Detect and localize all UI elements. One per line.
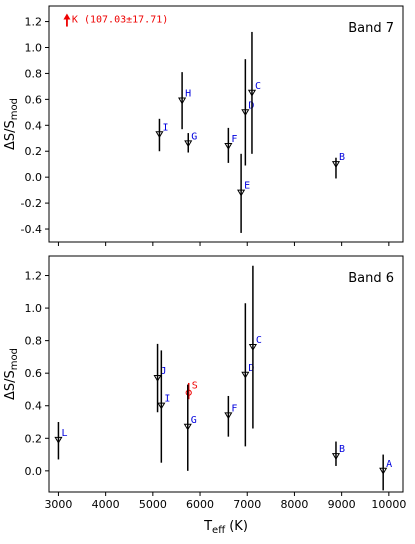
point-label: C	[256, 335, 262, 346]
point-label: B	[339, 152, 345, 163]
xtick-label: 10000	[371, 498, 406, 511]
data-point-triangle	[241, 109, 250, 117]
ytick-label: 0.4	[25, 400, 43, 413]
point-label: D	[248, 363, 254, 374]
point-label: I	[164, 394, 170, 405]
point-label: J	[161, 366, 167, 377]
ytick-label: 0.4	[25, 119, 43, 132]
point-label: B	[339, 444, 345, 455]
ytick-label: 0.6	[25, 367, 43, 380]
data-point-triangle	[224, 142, 233, 150]
data-point-triangle	[237, 189, 246, 197]
data-point-triangle	[54, 436, 63, 444]
ytick-label: -0.2	[21, 197, 42, 210]
point-label: A	[386, 459, 392, 470]
band-6-frame	[48, 255, 404, 493]
ytick-label: 0.6	[25, 93, 43, 106]
data-point-triangle	[157, 402, 166, 410]
band-6-marks: 0.0 0.2 0.4 0.6 0.8 1.0 1.2 3000 4000 5000 6000 700…	[25, 265, 406, 511]
point-label: I	[162, 122, 168, 133]
data-point-triangle	[184, 140, 193, 148]
ytick-label: 1.0	[25, 41, 43, 54]
point-label: S	[192, 381, 198, 392]
point-label: E	[244, 181, 250, 192]
band-7-title: Band 7	[348, 21, 394, 36]
ytick-label: 0.0	[25, 465, 43, 478]
ytick-label: 0.8	[25, 67, 43, 80]
data-point-triangle	[183, 423, 192, 431]
panel-band-6: 0.0 0.2 0.4 0.6 0.8 1.0 1.2 3000 4000 5000 6000 700…	[3, 255, 406, 536]
data-point-triangle	[379, 467, 388, 475]
ytick-label: 0.2	[25, 145, 43, 158]
band-7-frame	[48, 5, 404, 243]
data-point-triangle	[248, 344, 257, 351]
point-label: G	[191, 131, 197, 142]
data-point-triangle	[153, 374, 162, 382]
data-point-circle	[185, 389, 192, 396]
band-7-ylabel: ΔS/Smod	[3, 98, 20, 150]
ytick-label: 0.8	[25, 335, 43, 348]
band-6-xlabel: Teff (K)	[203, 519, 248, 536]
xtick-label: 8000	[280, 498, 308, 511]
point-label: L	[61, 428, 67, 439]
ytick-label: 1.0	[25, 302, 43, 315]
xtick-label: 5000	[139, 498, 167, 511]
ytick-label: -0.4	[21, 223, 42, 236]
data-point-triangle	[155, 131, 164, 139]
band-7-marks: -0.4-0.20.00.20.40.60.81.01.2IHGFEDCBK (…	[21, 13, 390, 246]
lower-limit-label: K (107.03±17.71)	[72, 15, 168, 26]
data-point-triangle	[224, 412, 233, 420]
xtick-label: 9000	[328, 498, 356, 511]
ytick-label: 1.2	[25, 270, 43, 283]
point-label: F	[231, 404, 237, 415]
data-point-triangle	[331, 453, 341, 460]
ytick-label: 0.2	[25, 432, 43, 445]
point-label: H	[185, 89, 191, 100]
point-label: C	[255, 81, 261, 92]
point-label: F	[231, 134, 237, 145]
point-label: G	[191, 415, 197, 426]
data-point-triangle	[247, 89, 257, 97]
xtick-label: 6000	[186, 498, 214, 511]
data-point-triangle	[241, 371, 250, 379]
band-6-ylabel: ΔS/Smod	[3, 348, 20, 400]
lower-limit-arrow-head	[63, 13, 71, 20]
data-point-triangle	[331, 161, 341, 168]
xtick-label: 7000	[233, 498, 261, 511]
band-6-title: Band 6	[348, 271, 394, 286]
xtick-label: 4000	[92, 498, 120, 511]
panel-band-7: -0.4-0.20.00.20.40.60.81.01.2IHGFEDCBK (…	[3, 5, 404, 246]
data-point-triangle	[178, 97, 187, 105]
ytick-label: 0.0	[25, 171, 43, 184]
ytick-label: 1.2	[25, 16, 43, 29]
xtick-label: 3000	[44, 498, 72, 511]
